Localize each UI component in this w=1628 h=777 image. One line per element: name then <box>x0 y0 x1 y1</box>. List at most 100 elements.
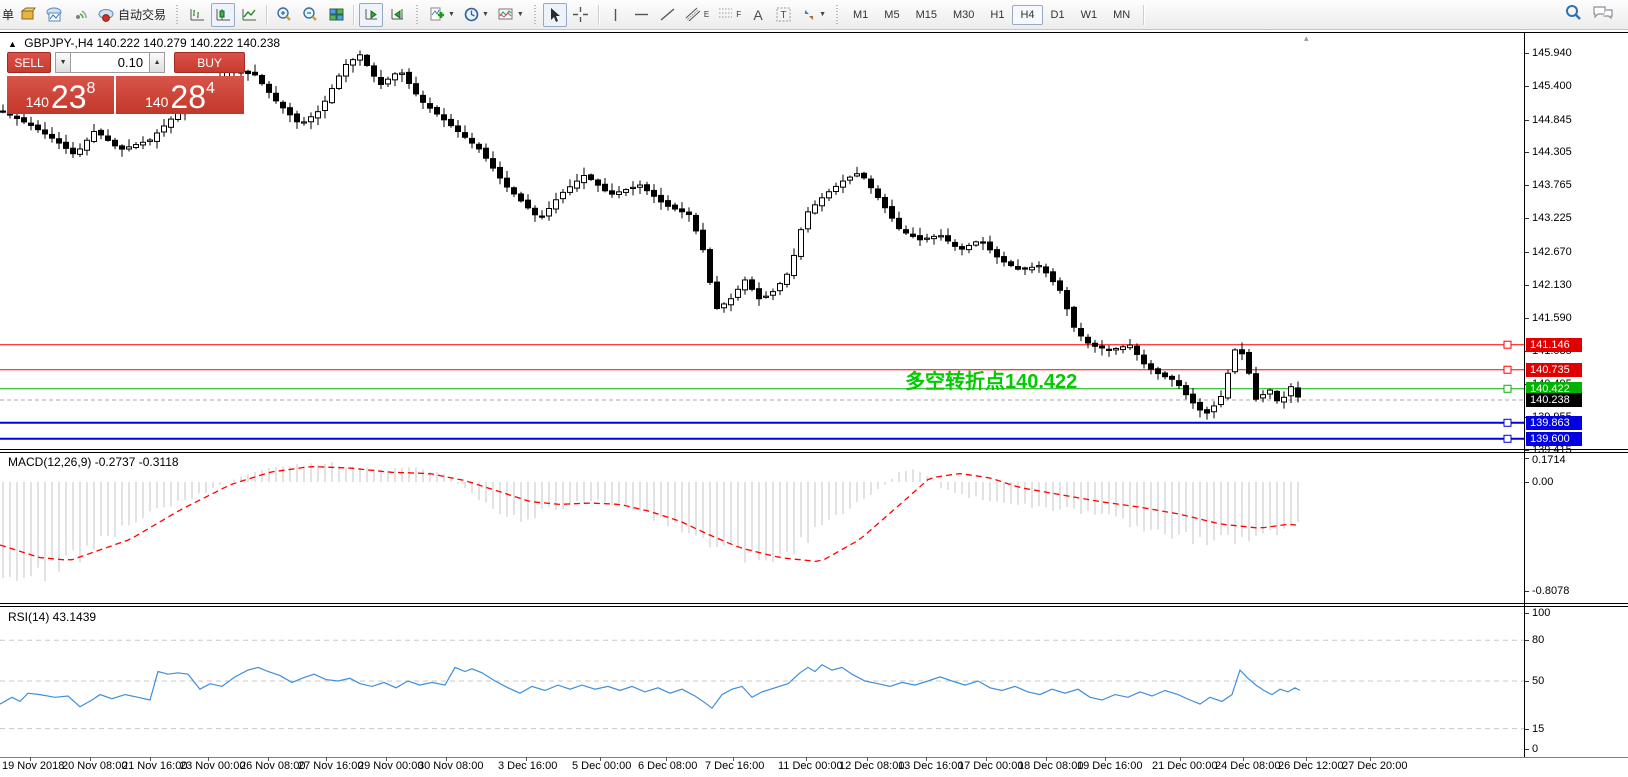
fibonacci-tool-icon[interactable]: F <box>714 3 744 27</box>
timeframe-button-m15[interactable]: M15 <box>915 8 937 21</box>
zoom-in-icon[interactable] <box>272 3 296 27</box>
text-label-tool-icon[interactable]: T <box>772 3 796 27</box>
time-axis-label: 29 Nov 00:00 <box>358 760 424 772</box>
dropdown-caret-icon: ▼ <box>819 11 827 18</box>
rsi-tick-mark <box>1524 613 1529 614</box>
pane-separator[interactable] <box>0 603 1628 604</box>
new-order-button[interactable]: 单 <box>2 8 15 22</box>
candle-chart-icon[interactable] <box>211 2 236 27</box>
timeframe-button-mn[interactable]: MN <box>1113 8 1131 21</box>
chat-icon[interactable] <box>1592 4 1614 26</box>
timeframe-button-d1[interactable]: D1 <box>1050 8 1065 21</box>
time-tick-mark <box>926 757 927 761</box>
time-tick-mark <box>30 757 31 761</box>
vertical-line-tool-icon[interactable] <box>604 3 628 27</box>
time-tick-mark <box>666 757 667 761</box>
arrows-tool-icon[interactable]: ▼ <box>798 3 829 27</box>
autotrading-label: 自动交易 <box>118 8 167 22</box>
time-axis-label: 7 Dec 16:00 <box>705 760 765 772</box>
price-tick-mark <box>1524 317 1529 319</box>
cursor-tool-icon[interactable] <box>542 2 567 27</box>
periods-button[interactable]: ▼ <box>460 3 492 27</box>
chart-window-icon[interactable] <box>42 3 66 27</box>
time-tick-mark <box>150 757 151 761</box>
line-chart-icon[interactable] <box>237 3 261 27</box>
zoom-out-icon[interactable] <box>298 3 322 27</box>
sell-button[interactable]: SELL <box>7 52 52 73</box>
time-tick-mark <box>268 757 269 761</box>
time-axis-label: 11 Dec 00:00 <box>778 760 843 772</box>
price-tick-label: 145.940 <box>1532 47 1572 59</box>
time-axis-label: 30 Nov 08:00 <box>418 760 484 772</box>
price-tick-mark <box>1524 119 1529 121</box>
pane-separator[interactable] <box>0 452 1628 453</box>
timeframe-button-m5[interactable]: M5 <box>884 8 900 21</box>
time-tick-mark <box>90 757 91 761</box>
time-tick-mark <box>1243 757 1244 761</box>
price-tick-label: 144.845 <box>1532 113 1572 126</box>
bar-chart-icon[interactable] <box>185 3 209 27</box>
svg-text:T: T <box>781 10 787 21</box>
time-tick-mark <box>1180 757 1181 761</box>
timeframe-button-h1[interactable]: H1 <box>990 8 1005 21</box>
time-tick-mark <box>326 757 327 761</box>
sell-price-digits: 23 <box>50 79 87 115</box>
volume-input[interactable] <box>71 52 150 73</box>
timeframe-button-m1[interactable]: M1 <box>853 8 869 21</box>
autotrading-button[interactable]: 自动交易 <box>94 3 169 27</box>
price-tick-mark <box>1524 218 1529 220</box>
timeframe-button-m30[interactable]: M30 <box>952 8 975 21</box>
chart-ohlc-header: ▲ GBPJPY-,H4 140.222 140.279 140.222 140… <box>8 36 280 50</box>
time-axis-label: 27 Nov 16:00 <box>298 760 364 772</box>
price-tag-label: 140.238 <box>1526 392 1582 407</box>
price-tick-mark <box>1524 152 1529 154</box>
chart-shift-icon[interactable] <box>385 3 409 27</box>
timeframe-button-w1[interactable]: W1 <box>1080 8 1098 21</box>
volume-down-button[interactable]: ▼ <box>55 52 72 73</box>
price-tick-label: 143.765 <box>1532 179 1572 192</box>
toolbar-separator <box>597 4 599 25</box>
volume-up-button[interactable]: ▲ <box>149 52 166 73</box>
signal-icon[interactable] <box>68 3 92 27</box>
buy-button[interactable]: BUY <box>174 52 245 73</box>
time-axis-label: 21 Nov 16:00 <box>122 760 188 772</box>
buy-price-prefix: 140 <box>145 94 169 110</box>
equidistant-channel-tool-icon[interactable]: E <box>682 3 712 27</box>
time-tick-mark <box>386 757 387 761</box>
horizontal-line-tool-icon[interactable] <box>630 3 654 27</box>
crosshair-tool-icon[interactable] <box>569 3 593 27</box>
time-tick-mark <box>208 757 209 761</box>
main-toolbar: 单 自动交易 <box>0 0 1628 30</box>
sell-quote[interactable]: 140 23 8 <box>7 76 114 114</box>
autoscroll-icon[interactable] <box>359 2 384 27</box>
collapse-quote-icon[interactable]: ▲ <box>8 39 17 49</box>
search-icon[interactable] <box>1564 3 1582 26</box>
price-tag-label: 139.600 <box>1526 431 1582 446</box>
price-tag-label: 140.422 <box>1526 381 1582 396</box>
tile-windows-icon[interactable] <box>324 3 348 27</box>
one-click-trading-panel: SELL ▼ ▲ BUY 140 23 8 140 28 4 <box>7 52 245 114</box>
time-axis-label: 20 Nov 08:00 <box>62 760 128 772</box>
dropdown-caret-icon: ▼ <box>481 11 489 18</box>
time-axis-label: 21 Dec 00:00 <box>1152 760 1218 772</box>
price-tick-label: 145.400 <box>1532 79 1572 92</box>
chart-shift-marker-icon[interactable]: ▴ <box>1304 33 1309 43</box>
buy-quote[interactable]: 140 28 4 <box>116 76 244 114</box>
text-tool-icon[interactable]: A <box>746 3 770 27</box>
toolbar-grip <box>174 4 181 25</box>
rsi-axis-label: 15 <box>1532 722 1545 735</box>
templates-button[interactable]: ▼ <box>494 3 527 27</box>
pane-separator[interactable] <box>0 449 1628 450</box>
trendline-tool-icon[interactable] <box>656 3 680 27</box>
timeframe-button-h4[interactable]: H4 <box>1012 4 1043 25</box>
market-watch-icon[interactable] <box>16 3 40 27</box>
rsi-axis-label: 80 <box>1532 634 1545 647</box>
time-tick-mark <box>526 757 527 761</box>
rsi-tick-mark <box>1524 749 1529 750</box>
ohlc-values: 140.222 140.279 140.222 140.238 <box>96 36 281 50</box>
time-axis-label: 17 Dec 00:00 <box>958 760 1024 772</box>
add-indicator-button[interactable]: ▼ <box>425 3 458 27</box>
buy-price-digits: 28 <box>170 79 207 115</box>
pane-separator[interactable] <box>0 606 1628 607</box>
